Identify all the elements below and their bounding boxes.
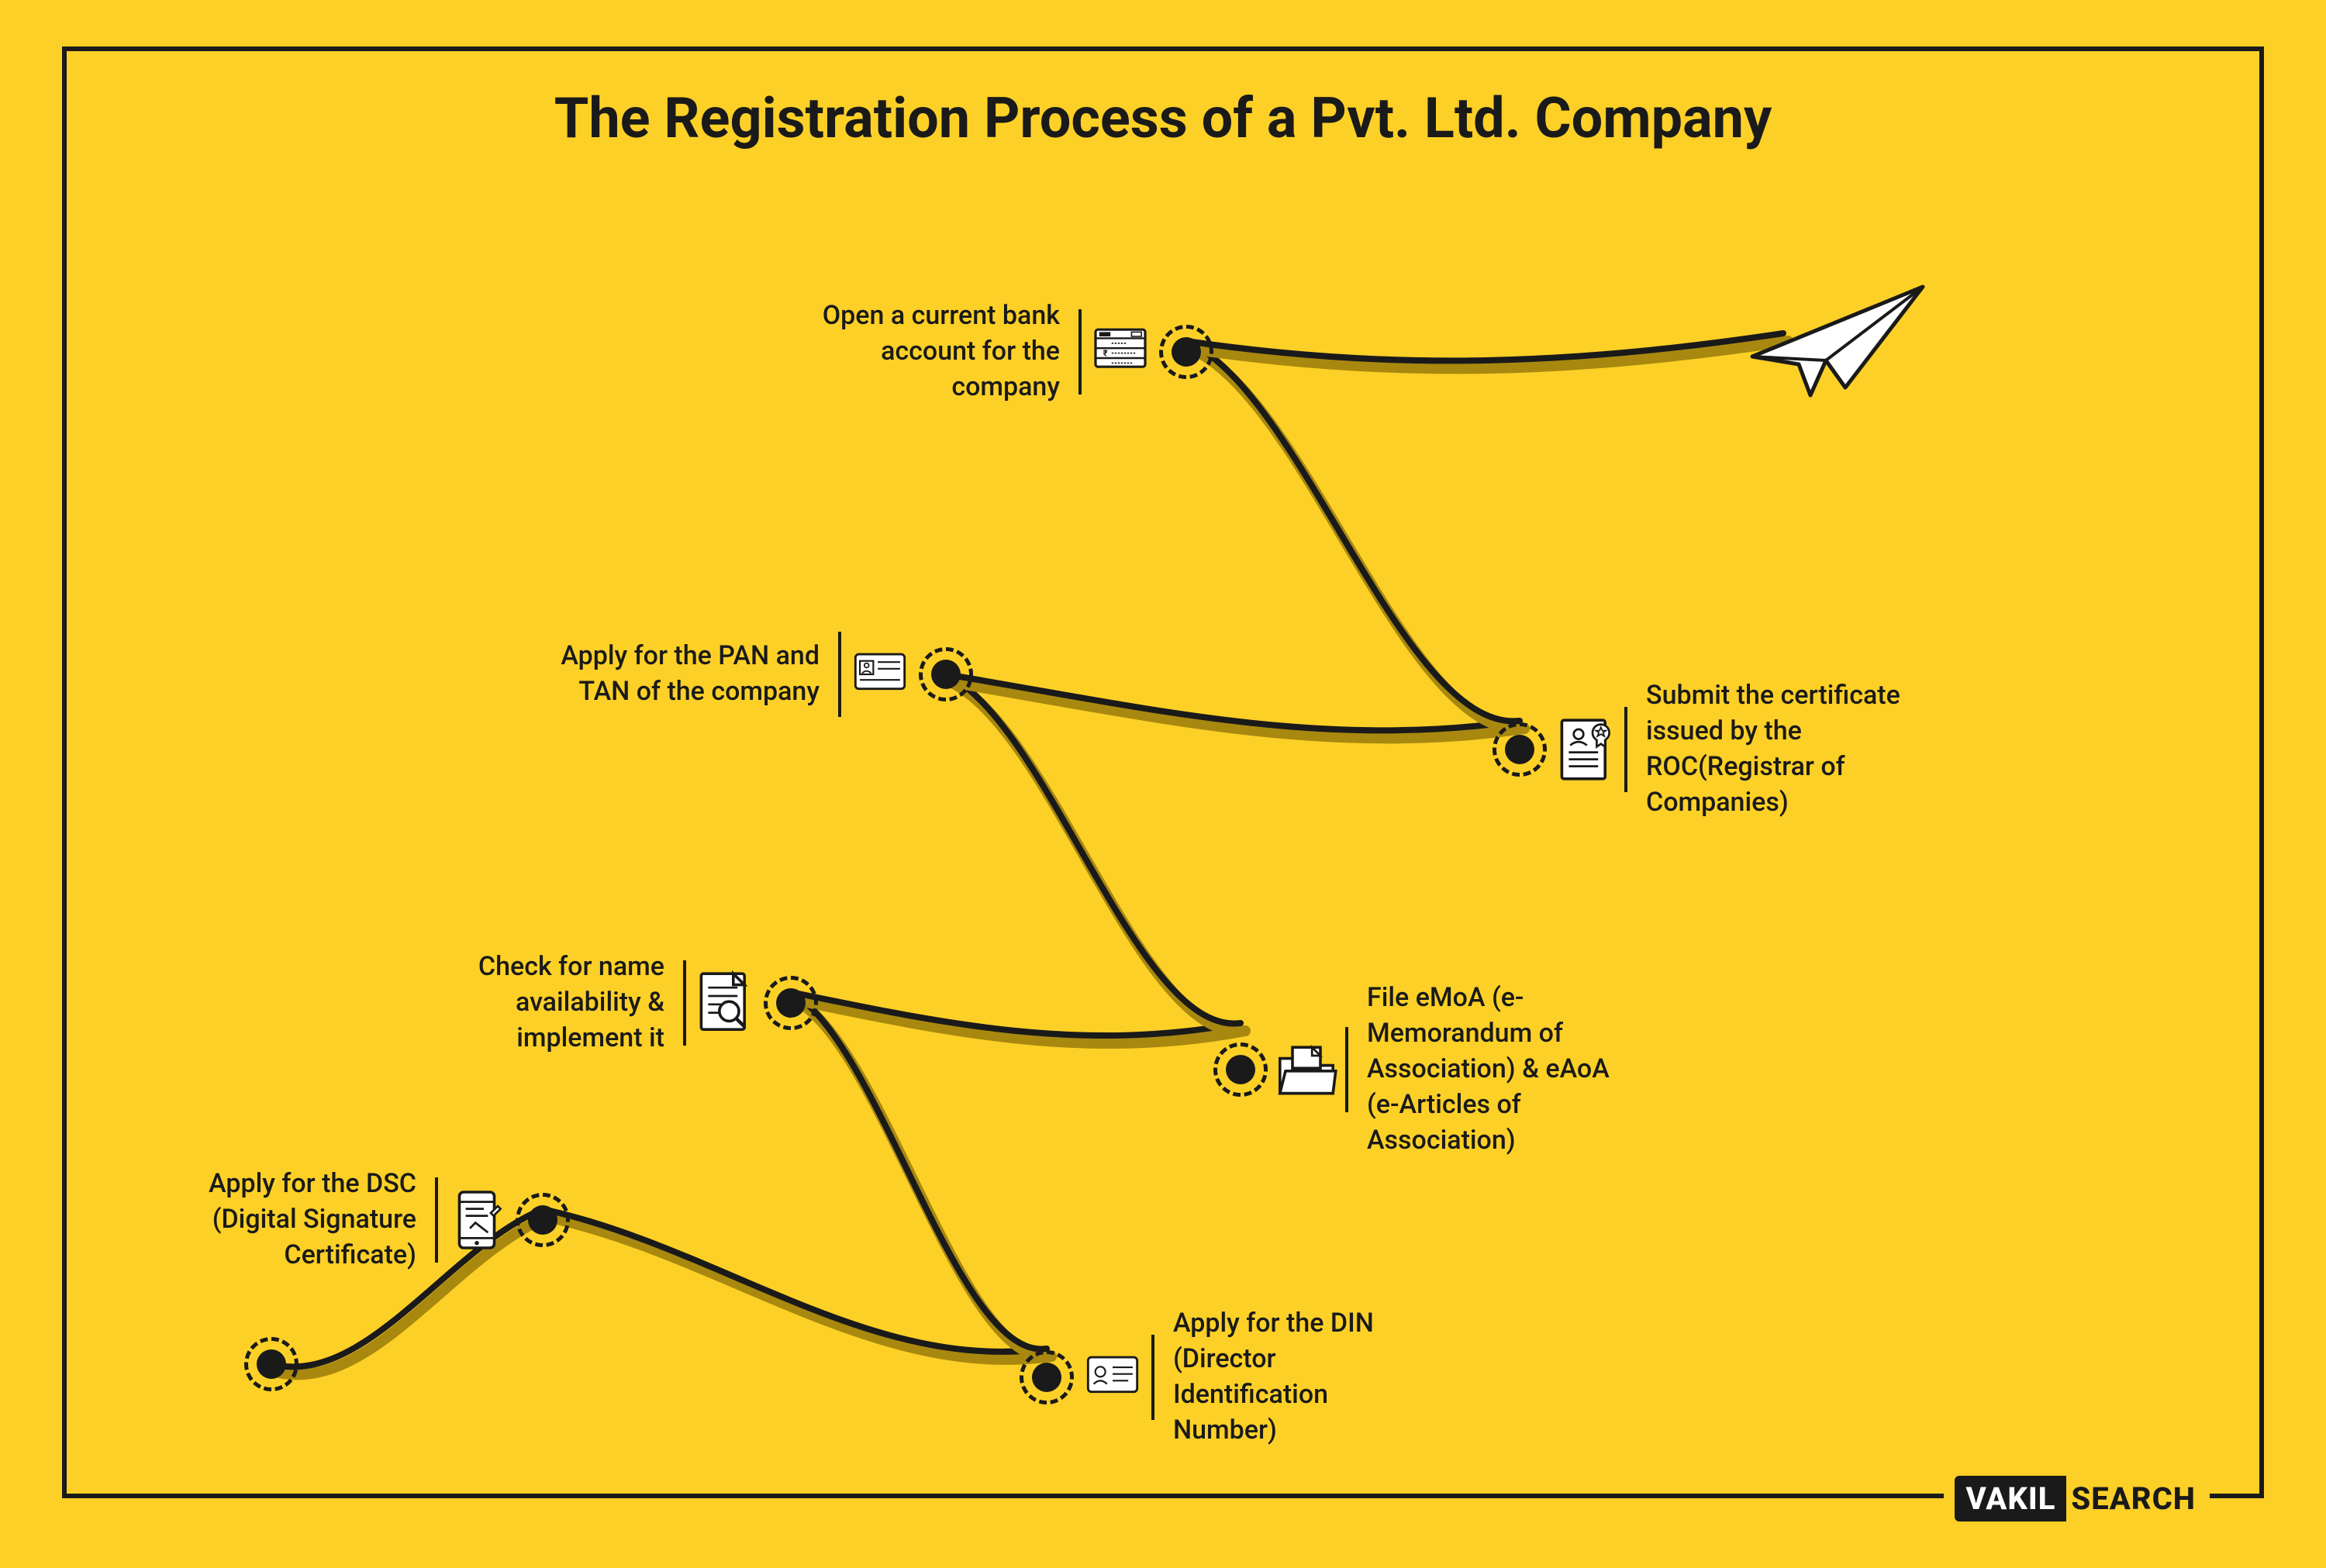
page-title: The Registration Process of a Pvt. Ltd. … xyxy=(0,85,2326,151)
step-node xyxy=(516,1193,570,1247)
pan-icon xyxy=(841,636,919,713)
step-node xyxy=(919,647,973,701)
step-pan: Apply for the PAN and TAN of the company xyxy=(0,632,973,717)
dsc-icon xyxy=(438,1181,516,1259)
step-node xyxy=(1213,1042,1268,1097)
roc-icon xyxy=(1547,711,1624,788)
step-roc: Submit the certificate issued by the ROC… xyxy=(1493,678,1907,821)
start-node xyxy=(244,1337,299,1391)
din-icon xyxy=(1074,1339,1151,1416)
brand-logo: VAKIL SEARCH xyxy=(1944,1476,2210,1521)
step-node xyxy=(1493,722,1547,777)
step-label: Check for name availability & implement … xyxy=(404,949,683,1056)
step-emoa: File eMoA (e-Memorandum of Association) … xyxy=(1213,980,1627,1158)
bank-icon: ₹ xyxy=(1082,313,1159,391)
step-label: Open a current bank account for the comp… xyxy=(799,298,1078,405)
logo-part-2: SEARCH xyxy=(2068,1476,2199,1521)
step-label: Apply for the DIN (Director Identificati… xyxy=(1154,1306,1434,1449)
step-din: Apply for the DIN (Director Identificati… xyxy=(1020,1306,1434,1449)
step-label: Submit the certificate issued by the ROC… xyxy=(1627,678,1907,821)
step-node xyxy=(1159,325,1213,379)
frame xyxy=(62,47,2264,1498)
svg-text:₹: ₹ xyxy=(1103,348,1108,358)
logo-part-1: VAKIL xyxy=(1955,1476,2066,1521)
step-name: Check for name availability & implement … xyxy=(0,949,818,1056)
emoa-icon xyxy=(1268,1031,1345,1108)
step-bank: Open a current bank account for the comp… xyxy=(0,298,1213,405)
step-label: Apply for the PAN and TAN of the company xyxy=(559,639,838,710)
step-label: File eMoA (e-Memorandum of Association) … xyxy=(1348,980,1627,1158)
step-dsc: Apply for the DSC (Digital Signature Cer… xyxy=(0,1167,570,1273)
name-icon xyxy=(686,964,764,1042)
step-node xyxy=(1020,1350,1074,1404)
step-node xyxy=(764,976,818,1030)
step-label: Apply for the DSC (Digital Signature Cer… xyxy=(156,1167,435,1273)
